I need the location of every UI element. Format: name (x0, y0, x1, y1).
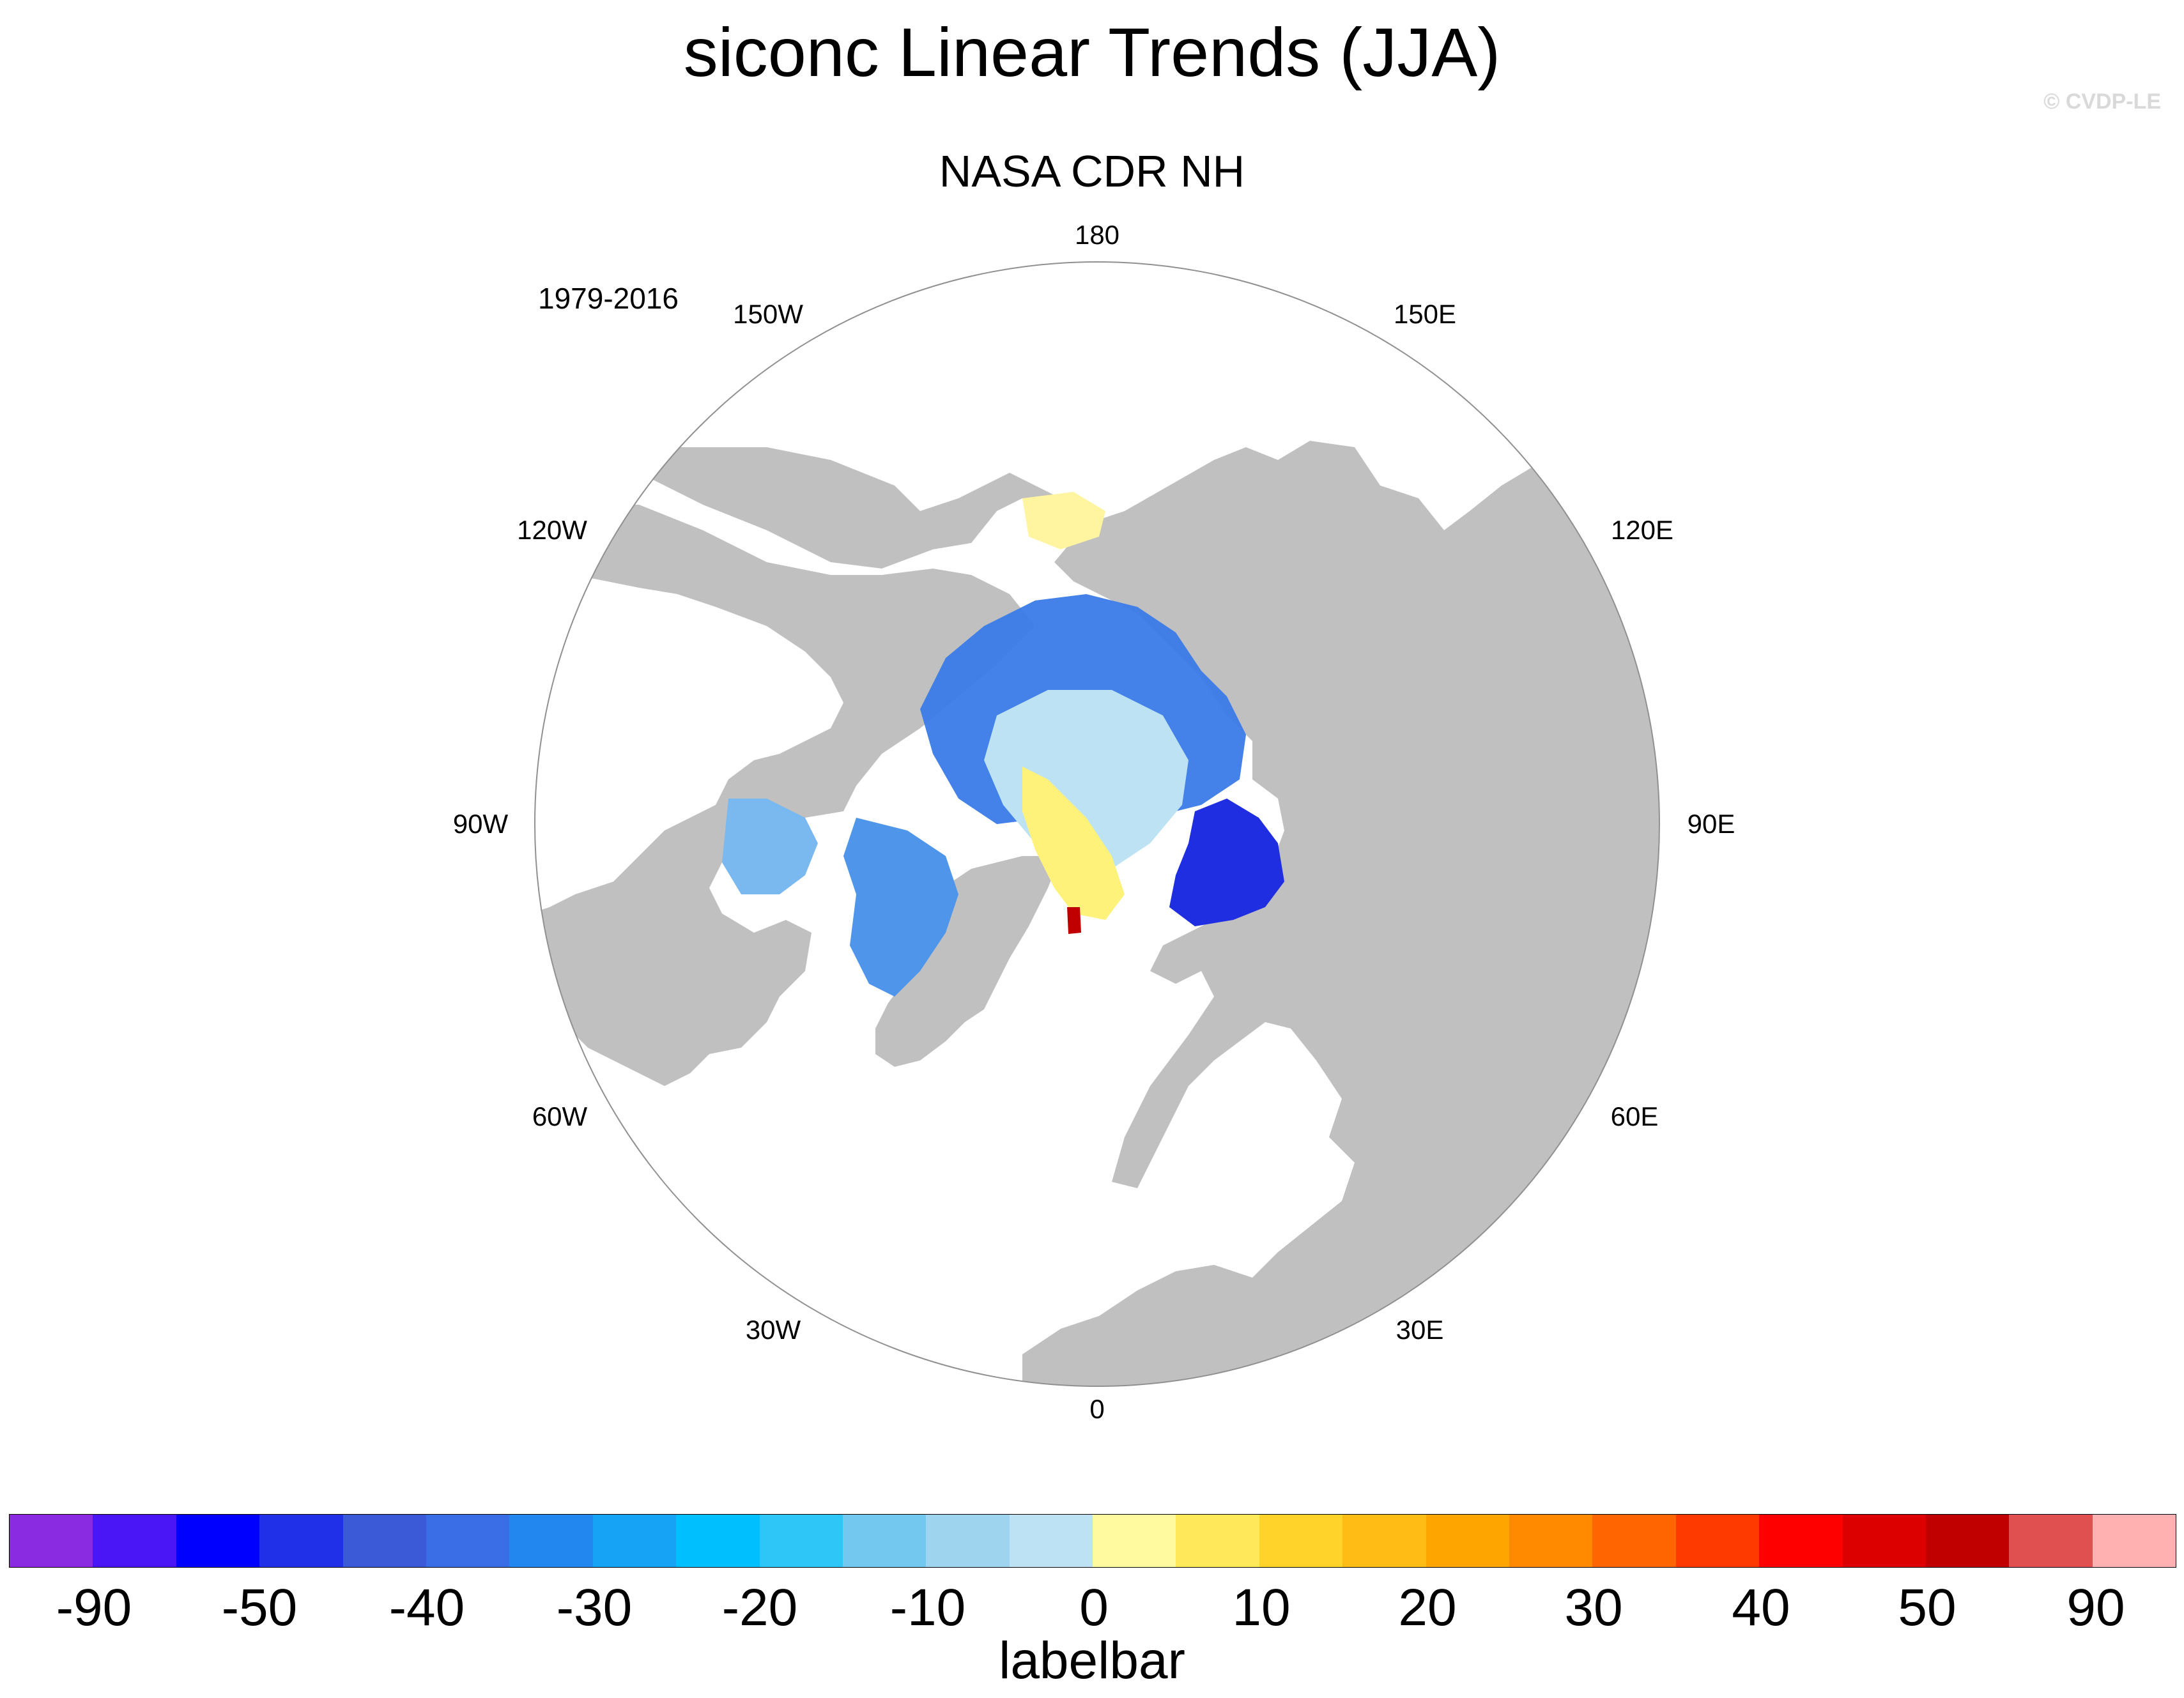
land-north-america (535, 505, 1035, 1086)
labelbar-swatch (1342, 1515, 1426, 1567)
tick-label: -10 (889, 1579, 966, 1637)
map-content (535, 262, 1659, 1386)
tick-label: -30 (556, 1579, 633, 1637)
ice-trend-bering (1022, 492, 1105, 549)
lon-label-120w: 120W (517, 515, 587, 545)
lon-label-60e: 60E (1610, 1101, 1659, 1131)
tick-label: 90 (2066, 1579, 2125, 1637)
tick-label: -90 (56, 1579, 132, 1637)
copyright-label: © CVDP-LE (2043, 89, 2161, 114)
labelbar-swatch (1426, 1515, 1510, 1567)
lon-label-150w: 150W (733, 299, 803, 329)
tick-label: 40 (1732, 1579, 1790, 1637)
ice-trend-fram-red (1067, 907, 1081, 934)
labelbar-swatch (2092, 1515, 2176, 1567)
lon-label-90e: 90E (1687, 809, 1735, 839)
panel-subtitle: NASA CDR NH (939, 146, 1245, 196)
ice-trend-kara-barents (1169, 799, 1284, 926)
chart-title: siconc Linear Trends (JJA) (683, 13, 1501, 91)
tick-label: -20 (721, 1579, 798, 1637)
tick-label: 50 (1898, 1579, 1957, 1637)
labelbar-swatch (426, 1515, 510, 1567)
lon-label-30w: 30W (745, 1315, 801, 1345)
labelbar-swatch (1093, 1515, 1176, 1567)
labelbar-swatch (1009, 1515, 1093, 1567)
lon-label-60w: 60W (532, 1101, 588, 1131)
labelbar-title: labelbar (999, 1632, 1185, 1690)
ice-trend-baffin (843, 818, 958, 997)
ice-trend-hudson (722, 799, 818, 894)
tick-label: 20 (1398, 1579, 1457, 1637)
labelbar-swatch (10, 1515, 93, 1567)
ice-trend-fram (1022, 767, 1125, 920)
labelbar-swatch (509, 1515, 593, 1567)
tick-label: 10 (1232, 1579, 1291, 1637)
map-boundary (534, 261, 1660, 1387)
labelbar-swatch (259, 1515, 343, 1567)
tick-label: 0 (1079, 1579, 1109, 1637)
labelbar-swatch (1509, 1515, 1593, 1567)
labelbar (9, 1514, 2176, 1568)
lon-label-30e: 30E (1396, 1315, 1444, 1345)
tick-label: -40 (388, 1579, 465, 1637)
tick-label: 30 (1564, 1579, 1623, 1637)
land-beringia (535, 447, 1086, 569)
labelbar-swatch (1259, 1515, 1343, 1567)
lon-label-150e: 150E (1393, 299, 1457, 329)
land-greenland (875, 856, 1061, 1067)
labelbar-swatch (759, 1515, 843, 1567)
lon-label-120e: 120E (1610, 515, 1674, 545)
lon-label-180: 180 (1074, 220, 1120, 250)
labelbar-swatch (1925, 1515, 2010, 1567)
labelbar-swatch (1592, 1515, 1676, 1567)
lon-label-90w: 90W (452, 809, 509, 839)
labelbar-swatch (176, 1515, 260, 1567)
period-label: 1979-2016 (538, 282, 679, 315)
labelbar-swatch (342, 1515, 426, 1567)
labelbar-swatch (93, 1515, 176, 1567)
labelbar-swatch (842, 1515, 927, 1567)
labelbar-swatch (2009, 1515, 2093, 1567)
labelbar-swatch (676, 1515, 760, 1567)
labelbar-swatch (1759, 1515, 1843, 1567)
labelbar-swatch (1675, 1515, 1760, 1567)
labelbar-swatch (926, 1515, 1010, 1567)
tick-label: -50 (221, 1579, 298, 1637)
labelbar-swatch (592, 1515, 677, 1567)
labelbar-swatch (1176, 1515, 1259, 1567)
labelbar-swatch (1842, 1515, 1926, 1567)
lon-label-0: 0 (1089, 1394, 1105, 1424)
